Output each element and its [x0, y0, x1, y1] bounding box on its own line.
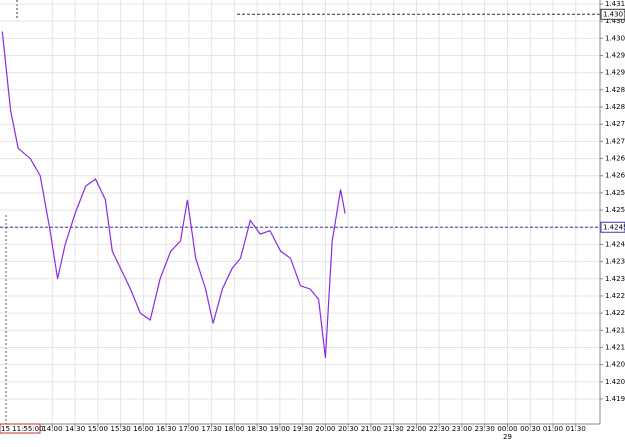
y-tick-label: 1.4255 [605, 189, 625, 197]
plot-area [0, 0, 600, 424]
marks [0, 13, 600, 358]
y-tick-label: 1.4280 [605, 103, 625, 111]
x-tick-label: 01:30 [566, 425, 586, 433]
x-tick-label: 21:00 [361, 425, 381, 433]
y-tick-label: 1.4225 [605, 292, 625, 300]
x-tick-label: 15:00 [88, 425, 108, 433]
x-tick-label: 16:00 [133, 425, 153, 433]
crosshair-time: 15 11:55:00 [1, 425, 44, 433]
x-tick-label: 14:30 [65, 425, 85, 433]
y-tick-label: 1.4215 [605, 326, 625, 334]
x-tick-label: 18:30 [247, 425, 267, 433]
x-tick-label: 19:00 [270, 425, 290, 433]
price-label: 1.4307 [603, 10, 625, 18]
date-label: 29 [503, 433, 512, 441]
y-tick-label: 1.4270 [605, 137, 625, 145]
y-tick-label: 1.4265 [605, 155, 625, 163]
crosshair-time-box [0, 423, 41, 434]
x-tick-label: 21:30 [384, 425, 404, 433]
y-tick-label: 1.4195 [605, 395, 625, 403]
y-tick-label: 1.4235 [605, 258, 625, 266]
x-tick-label: 23:30 [475, 425, 495, 433]
y-tick-label: 1.4205 [605, 361, 625, 369]
y-tick-label: 1.4295 [605, 52, 625, 60]
x-tick-label: 01:00 [543, 425, 563, 433]
y-tick-label: 1.4230 [605, 275, 625, 283]
x-tick-label: 22:30 [429, 425, 449, 433]
y-tick-label: 1.4305 [605, 17, 625, 25]
y-tick-label: 1.4250 [605, 206, 625, 214]
y-tick-label: 1.4300 [605, 34, 625, 42]
x-tick-label: 00:30 [520, 425, 540, 433]
y-tick-label: 1.4285 [605, 86, 625, 94]
x-tick-label: 22:00 [406, 425, 426, 433]
x-tick-label: 19:30 [293, 425, 313, 433]
x-tick-label: 15:30 [111, 425, 131, 433]
y-tick-label: 1.4240 [605, 240, 625, 248]
x-tick-label: 18:00 [224, 425, 244, 433]
x-tick-label: 17:00 [179, 425, 199, 433]
y-tick-label: 1.4210 [605, 343, 625, 351]
price-label-box [600, 8, 625, 20]
y-tick-label: 1.4290 [605, 69, 625, 77]
price-line-series [1, 31, 346, 358]
x-tick-label: 23:00 [452, 425, 472, 433]
y-tick-label: 1.4260 [605, 172, 625, 180]
x-tick-label: 17:30 [202, 425, 222, 433]
y-tick-label: 1.4200 [605, 378, 625, 386]
x-tick-label: 20:00 [315, 425, 335, 433]
y-tick-label: 1.4310 [605, 0, 625, 8]
price-label: 1.4245 [603, 223, 625, 231]
y-tick-label: 1.4275 [605, 120, 625, 128]
x-tick-label: 16:30 [156, 425, 176, 433]
x-tick-label: 00:00 [497, 425, 517, 433]
x-tick-label: 14:00 [42, 425, 62, 433]
x-tick-label: 20:30 [338, 425, 358, 433]
price-label-box [600, 221, 625, 233]
y-tick-label: 1.4220 [605, 309, 625, 317]
